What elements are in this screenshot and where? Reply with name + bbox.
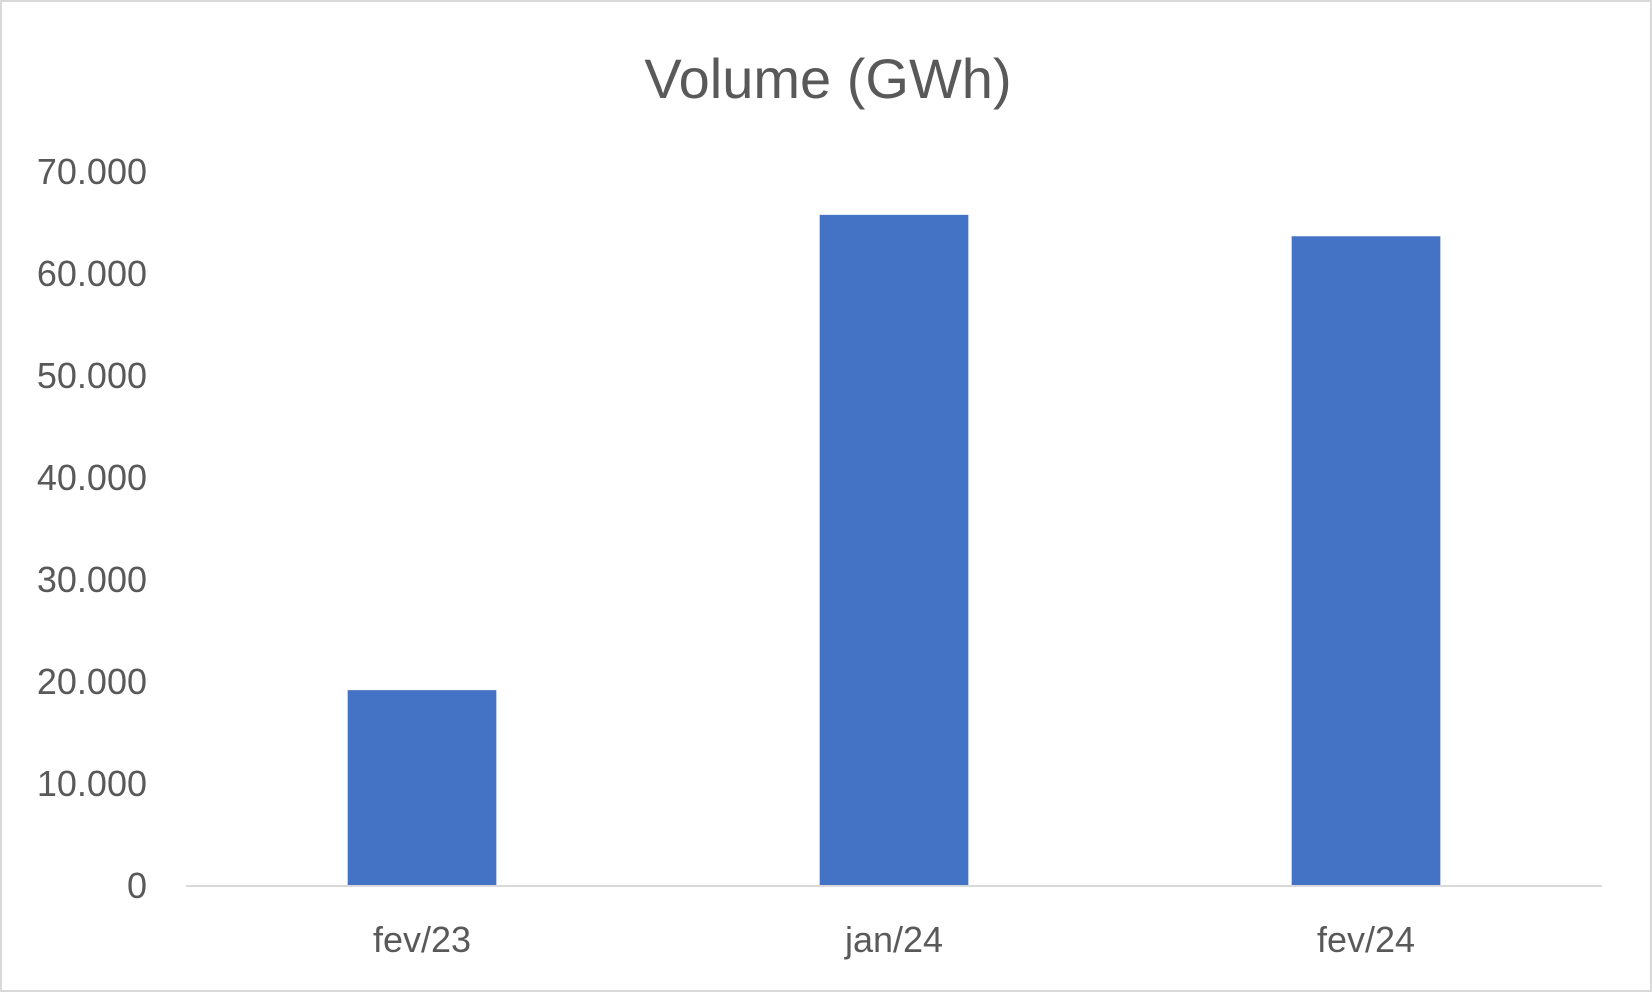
chart-title: Volume (GWh) — [644, 47, 1011, 110]
y-tick-label: 50.000 — [37, 355, 147, 396]
y-tick-label: 70.000 — [37, 151, 147, 192]
y-tick-label: 40.000 — [37, 457, 147, 498]
y-tick-label: 10.000 — [37, 763, 147, 804]
bars — [347, 214, 1441, 887]
y-tick-label: 30.000 — [37, 559, 147, 600]
y-tick-label: 20.000 — [37, 661, 147, 702]
y-axis-ticks: 0 10.000 20.000 30.000 40.000 50.000 60.000 70.… — [37, 151, 147, 906]
bar — [819, 214, 969, 887]
y-tick-label: 0 — [127, 865, 147, 906]
x-tick-label: fev/24 — [1317, 919, 1415, 960]
bar — [1291, 236, 1441, 886]
bar — [347, 690, 497, 886]
x-tick-label: jan/24 — [844, 919, 943, 960]
x-tick-label: fev/23 — [373, 919, 471, 960]
y-tick-label: 60.000 — [37, 253, 147, 294]
x-axis-ticks: fev/23 jan/24 fev/24 — [373, 919, 1415, 960]
